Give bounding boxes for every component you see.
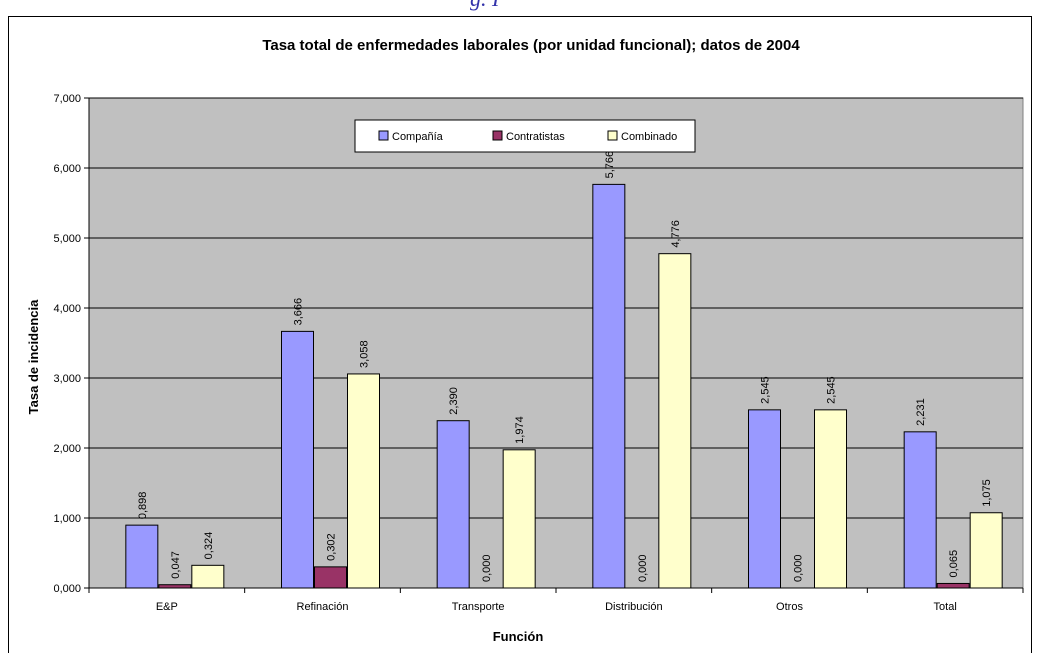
data-label: 0,324 (203, 532, 215, 560)
data-label: 0,000 (637, 554, 649, 582)
bar-compañía (436, 420, 470, 589)
x-tick-label: Total (934, 601, 957, 613)
page-heading-fragment: g. I (470, 0, 499, 12)
y-tick-label: 7,000 (53, 93, 81, 105)
bar-combinado (658, 253, 692, 589)
bar-compañía (592, 183, 626, 589)
bar-chart: Tasa total de enfermedades laborales (po… (26, 37, 1024, 644)
legend-label: Combinado (621, 131, 677, 143)
data-label: 2,231 (915, 398, 927, 426)
legend-label: Compañía (392, 131, 444, 143)
x-tick-label: Otros (776, 601, 803, 613)
y-tick-label: 2,000 (53, 443, 81, 455)
y-axis-title: Tasa de incidencia (26, 299, 41, 414)
data-label: 2,545 (760, 376, 772, 404)
x-tick-label: E&P (156, 601, 178, 613)
y-tick-label: 6,000 (53, 163, 81, 175)
bar-compañía (748, 409, 781, 589)
data-label: 2,545 (826, 376, 838, 404)
bar-combinado (191, 564, 225, 589)
bar-compañía (125, 524, 159, 589)
data-label: 3,666 (293, 298, 305, 326)
y-tick-label: 5,000 (53, 233, 81, 245)
x-tick-label: Refinación (297, 601, 349, 613)
bar-combinado (347, 373, 380, 589)
legend-swatch (378, 130, 389, 141)
data-label: 0,047 (170, 551, 182, 579)
x-tick-label: Transporte (452, 601, 505, 613)
data-label: 0,000 (481, 554, 493, 582)
bar-contratistas (936, 582, 970, 589)
data-label: 0,000 (793, 554, 805, 582)
bar-compañía (903, 431, 937, 589)
data-label: 0,065 (948, 550, 960, 578)
bar-contratistas (314, 566, 347, 589)
y-tick-label: 0,000 (53, 583, 81, 595)
data-label: 1,075 (981, 479, 993, 507)
chart-container: Tasa total de enfermedades laborales (po… (8, 16, 1032, 653)
chart-title: Tasa total de enfermedades laborales (po… (262, 37, 800, 54)
data-label: 2,390 (448, 387, 460, 415)
bar-contratistas (158, 584, 192, 589)
data-label: 4,776 (670, 220, 682, 248)
bar-combinado (814, 409, 847, 589)
bar-combinado (969, 512, 1003, 589)
legend-box (354, 119, 696, 153)
legend-swatch (607, 130, 618, 141)
legend-label: Contratistas (506, 131, 565, 143)
data-label: 3,058 (359, 340, 371, 368)
y-tick-label: 3,000 (53, 373, 81, 385)
plot-area (88, 97, 1024, 589)
data-label: 5,766 (604, 151, 616, 179)
data-label: 0,898 (137, 492, 149, 520)
y-tick-label: 4,000 (53, 303, 81, 315)
x-tick-label: Distribución (605, 601, 662, 613)
bar-compañía (281, 330, 314, 589)
data-label: 1,974 (514, 416, 526, 444)
bar-combinado (502, 449, 536, 589)
x-axis-title: Función (493, 629, 544, 644)
y-tick-label: 1,000 (53, 513, 81, 525)
legend-swatch (492, 130, 503, 141)
data-label: 0,302 (326, 533, 338, 561)
